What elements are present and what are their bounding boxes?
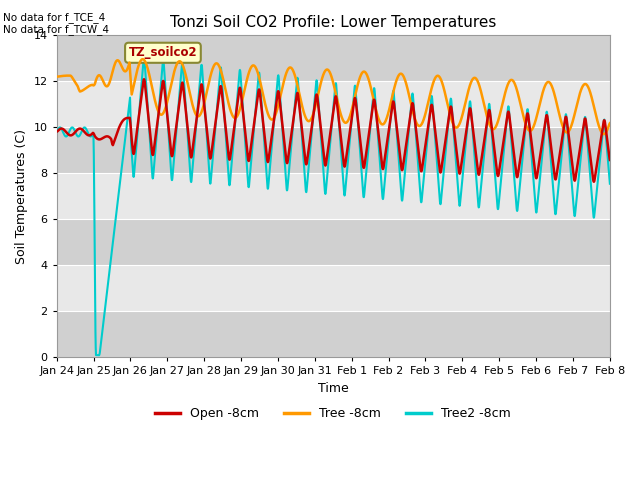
Title: Tonzi Soil CO2 Profile: Lower Temperatures: Tonzi Soil CO2 Profile: Lower Temperatur… (170, 15, 497, 30)
Y-axis label: Soil Temperatures (C): Soil Temperatures (C) (15, 129, 28, 264)
X-axis label: Time: Time (318, 382, 349, 395)
Bar (57, 219, 610, 265)
Text: TZ_soilco2: TZ_soilco2 (129, 46, 197, 59)
Bar (57, 36, 610, 81)
Legend: Open -8cm, Tree -8cm, Tree2 -8cm: Open -8cm, Tree -8cm, Tree2 -8cm (150, 402, 516, 425)
Bar (57, 312, 610, 358)
Bar (57, 127, 610, 173)
Text: No data for f_TCE_4
No data for f_TCW_4: No data for f_TCE_4 No data for f_TCW_4 (3, 12, 109, 36)
